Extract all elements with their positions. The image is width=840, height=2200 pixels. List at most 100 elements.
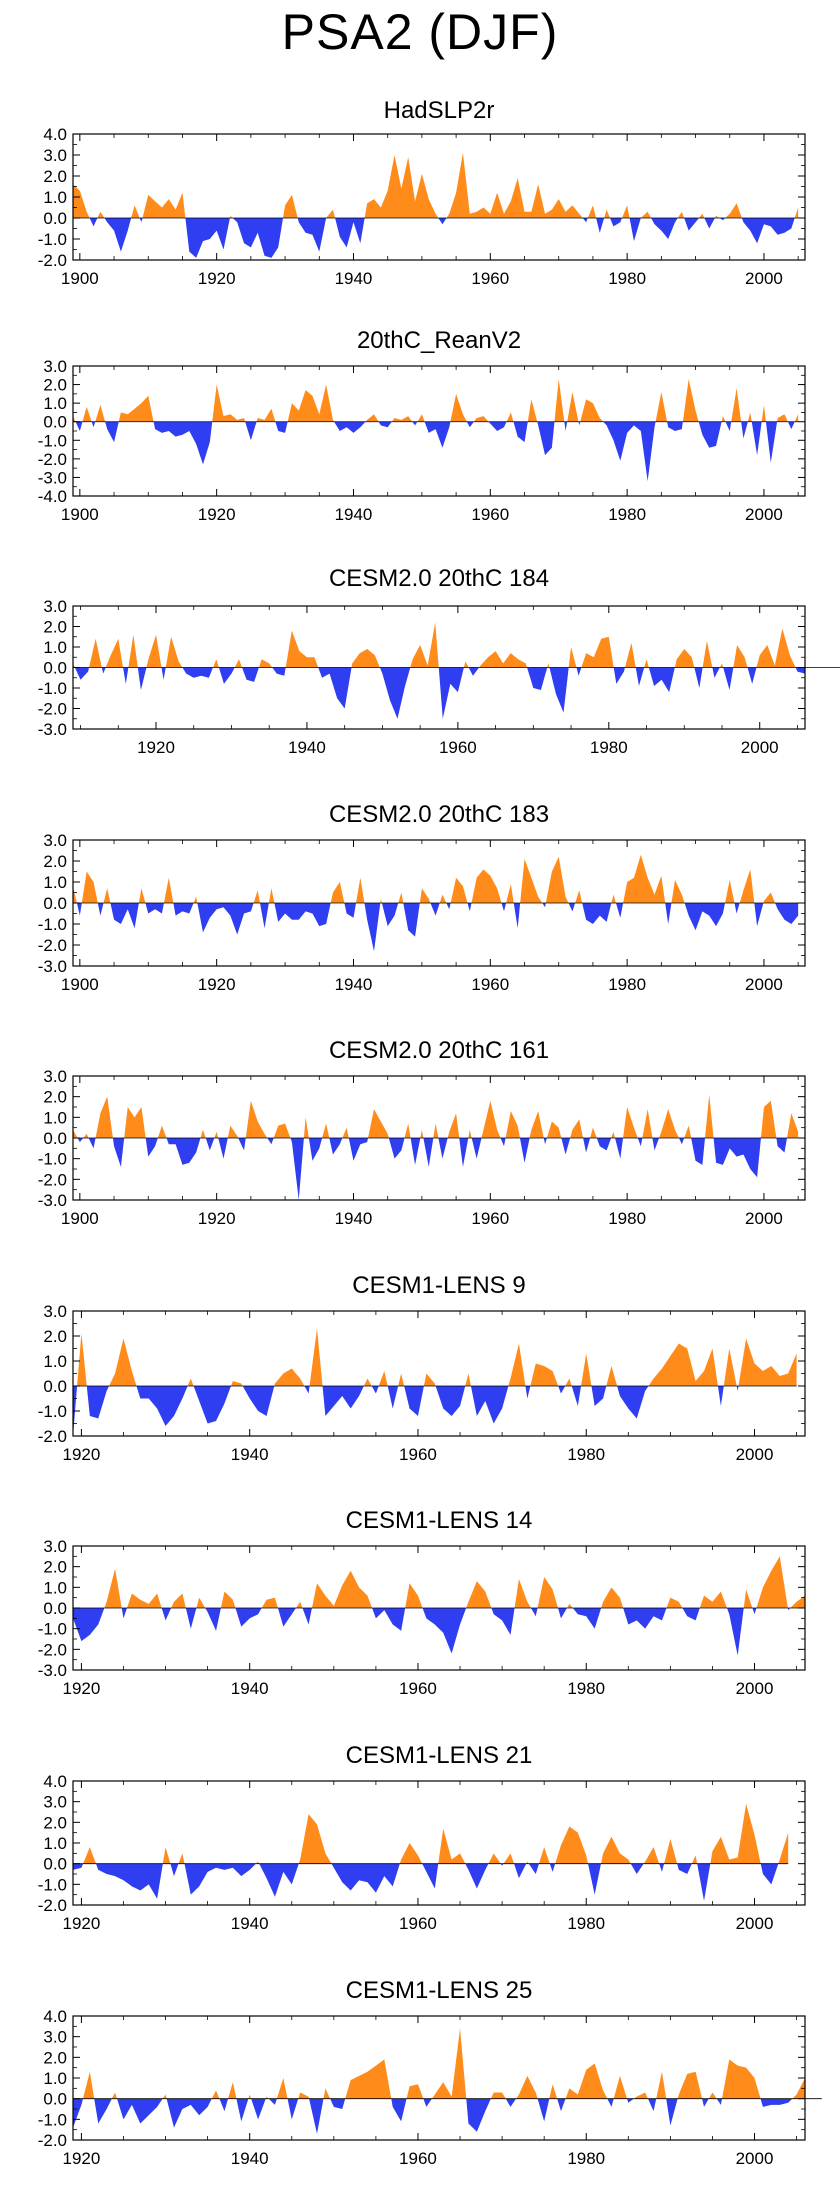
x-tick-label: 2000 — [736, 2149, 774, 2168]
y-tick-label: 3.0 — [43, 1537, 67, 1556]
x-tick-label: 1980 — [567, 2149, 605, 2168]
x-tick-label: 1940 — [335, 975, 373, 994]
x-tick-label: 1960 — [399, 1679, 437, 1698]
y-tick-label: 2.0 — [43, 2048, 67, 2067]
chart-title: 20thC_ReanV2 — [357, 327, 521, 354]
x-tick-label: 1980 — [608, 269, 646, 288]
y-tick-label: -3.0 — [38, 720, 67, 739]
figure-title: PSA2 (DJF) — [281, 4, 559, 60]
chart-title: CESM2.0 20thC 184 — [329, 565, 549, 592]
positive-area — [73, 379, 799, 422]
chart-panel: CESM1-LENS 25 -2.0 -1.00.0 1.0 2.03.0 4.0 1920… — [38, 1977, 822, 2168]
negative-area — [73, 218, 799, 258]
y-tick-label: 2.0 — [43, 1558, 67, 1577]
y-tick-label: -1.0 — [38, 1875, 67, 1894]
chart-title: CESM1-LENS 25 — [346, 1977, 533, 2004]
y-tick-label: 1.0 — [43, 1352, 67, 1371]
y-tick-label: -3.0 — [38, 1661, 67, 1680]
x-tick-label: 1980 — [608, 1209, 646, 1228]
chart-title: CESM1-LENS 9 — [352, 1272, 525, 1299]
chart-panel: CESM1-LENS 21 -2.0 -1.00.0 1.0 2.03.0 4.0 1920… — [38, 1742, 806, 1933]
y-tick-label: 3.0 — [43, 597, 67, 616]
x-tick-label: 1980 — [590, 738, 628, 757]
y-tick-label: 1.0 — [43, 2069, 67, 2088]
y-tick-label: 3.0 — [43, 1302, 67, 1321]
y-tick-label: -1.0 — [38, 2110, 67, 2129]
y-tick-label: 3.0 — [43, 357, 67, 376]
x-tick-label: 1960 — [439, 738, 477, 757]
y-tick-label: -3.0 — [38, 957, 67, 976]
y-tick-label: -2.0 — [38, 1170, 67, 1189]
plot-frame — [72, 1780, 806, 1906]
x-tick-label: 1960 — [399, 1914, 437, 1933]
x-tick-label: 1900 — [61, 269, 99, 288]
y-tick-label: 3.0 — [43, 146, 67, 165]
x-tick-label: 1960 — [399, 2149, 437, 2168]
y-tick-label: 3.0 — [43, 831, 67, 850]
x-tick-label: 1900 — [61, 1209, 99, 1228]
y-tick-label: 4.0 — [43, 125, 67, 144]
x-tick-label: 2000 — [745, 505, 783, 524]
x-tick-label: 2000 — [741, 738, 779, 757]
y-tick-label: 2.0 — [43, 167, 67, 186]
x-tick-label: 1920 — [62, 1679, 100, 1698]
x-tick-label: 1940 — [288, 738, 326, 757]
x-tick-label: 1940 — [335, 1209, 373, 1228]
y-tick-label: 0.0 — [43, 413, 67, 432]
x-tick-label: 1960 — [471, 269, 509, 288]
positive-area — [73, 152, 799, 218]
x-tick-label: 1920 — [198, 1209, 236, 1228]
x-tick-label: 2000 — [745, 269, 783, 288]
chart-title: CESM2.0 20thC 183 — [329, 801, 549, 828]
x-tick-label: 1920 — [198, 269, 236, 288]
y-tick-label: 1.0 — [43, 638, 67, 657]
x-tick-label: 1980 — [567, 1679, 605, 1698]
y-tick-label: -2.0 — [38, 700, 67, 719]
negative-area — [73, 1608, 805, 1656]
negative-area — [73, 1863, 789, 1901]
positive-area — [83, 1803, 789, 1864]
y-tick-label: -1.0 — [38, 230, 67, 249]
x-tick-label: 1980 — [608, 505, 646, 524]
x-tick-label: 2000 — [736, 1914, 774, 1933]
y-tick-label: 0.0 — [43, 894, 67, 913]
chart-title: CESM2.0 20thC 161 — [329, 1037, 549, 1064]
y-tick-label: 3.0 — [43, 2028, 67, 2047]
y-tick-label: -3.0 — [38, 1191, 67, 1210]
y-tick-label: 4.0 — [43, 2007, 67, 2026]
x-tick-label: 1940 — [231, 1679, 269, 1698]
y-tick-label: -2.0 — [38, 1896, 67, 1915]
plot-frame — [72, 1310, 806, 1437]
y-tick-label: -2.0 — [38, 936, 67, 955]
x-tick-label: 1960 — [471, 1209, 509, 1228]
x-tick-label: 1980 — [608, 975, 646, 994]
y-tick-label: -1.0 — [38, 431, 67, 450]
chart-panel: CESM2.0 20thC 161 -3.0 -2.0-1.0 0.0 1.02.0 3.… — [38, 1037, 806, 1228]
y-tick-label: 3.0 — [43, 1067, 67, 1086]
y-tick-label: 2.0 — [43, 1813, 67, 1832]
y-tick-label: 1.0 — [43, 873, 67, 892]
x-tick-label: 1940 — [231, 2149, 269, 2168]
y-tick-label: 1.0 — [43, 394, 67, 413]
chart-panel: CESM2.0 20thC 184 -3.0-2.0 -1.00.0 1.02.0 3.… — [38, 565, 840, 757]
y-tick-label: -1.0 — [38, 679, 67, 698]
y-tick-label: 1.0 — [43, 1108, 67, 1127]
chart-title: HadSLP2r — [384, 97, 495, 124]
y-tick-label: -1.0 — [38, 1150, 67, 1169]
y-tick-label: 2.0 — [43, 852, 67, 871]
x-tick-label: 2000 — [736, 1445, 774, 1464]
positive-area — [73, 1328, 797, 1386]
x-tick-label: 2000 — [745, 1209, 783, 1228]
chart-title: CESM1-LENS 14 — [346, 1507, 533, 1534]
negative-area — [73, 1138, 799, 1200]
x-tick-label: 2000 — [736, 1679, 774, 1698]
y-tick-label: -2.0 — [38, 450, 67, 469]
chart-panel: CESM2.0 20thC 183 -3.0 -2.0 -1.0 0.0 1.0 2.0 3.… — [38, 801, 806, 994]
y-tick-label: 2.0 — [43, 618, 67, 637]
negative-area — [73, 2098, 805, 2134]
y-tick-label: 1.0 — [43, 1578, 67, 1597]
y-tick-label: 1.0 — [43, 188, 67, 207]
y-tick-label: -2.0 — [38, 1640, 67, 1659]
x-tick-label: 1940 — [335, 505, 373, 524]
